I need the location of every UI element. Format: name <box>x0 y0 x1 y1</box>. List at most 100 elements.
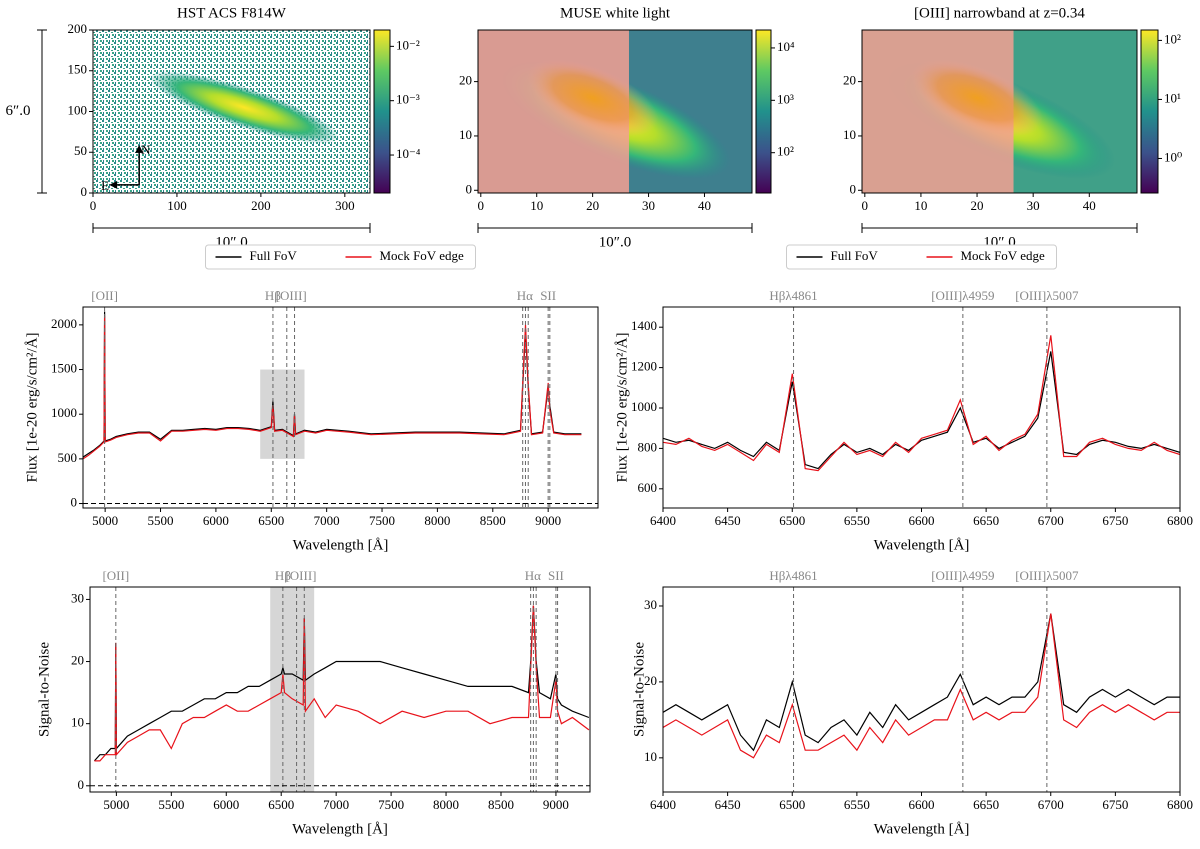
y-tick-label: 30 <box>644 597 657 612</box>
colorbar-tick-label: 10⁻² <box>396 37 420 52</box>
plot-area <box>90 587 590 792</box>
colorbar-tick-label: 10² <box>777 144 794 159</box>
y-tick-label: 0 <box>71 495 78 510</box>
frame <box>477 29 753 194</box>
line-label: [OII] <box>102 568 129 583</box>
line-label: Hα <box>517 288 533 303</box>
colorbar-tick-label: 10⁻⁴ <box>396 146 421 161</box>
line-label: [OIII]λ4959 <box>931 288 994 303</box>
x-tick-label: 8500 <box>480 513 506 528</box>
spectrum-line <box>93 605 590 762</box>
legend-box <box>205 244 476 270</box>
y-axis-label: Flux [1e-20 erg/s/cm²/Å] <box>614 332 630 482</box>
y-tick-label: 200 <box>68 21 88 36</box>
x-tick-label: 40 <box>1083 198 1096 213</box>
x-tick-label: 6650 <box>973 513 999 528</box>
line-label: SII <box>548 568 564 583</box>
x-tick-label: 6650 <box>973 797 999 812</box>
y-tick-label: 0 <box>81 184 88 199</box>
x-tick-label: 6600 <box>909 513 935 528</box>
colorbar-tick-label: 10¹ <box>1164 90 1181 105</box>
y-tick-label: 30 <box>71 590 84 605</box>
panel-title: HST ACS F814W <box>177 5 287 21</box>
y-tick-label: 20 <box>644 673 657 688</box>
x-tick-label: 6750 <box>1102 797 1128 812</box>
y-tick-label: 800 <box>638 439 658 454</box>
y-tick-label: 1400 <box>631 318 657 333</box>
frame <box>662 306 1181 509</box>
x-tick-label: 5500 <box>148 513 174 528</box>
x-tick-label: 5000 <box>92 513 118 528</box>
spectrum-line <box>663 613 1180 759</box>
x-tick-label: 6800 <box>1167 513 1193 528</box>
colorbar-tick-label: 10³ <box>777 91 794 106</box>
y-tick-label: 1500 <box>51 361 77 376</box>
y-tick-label: 600 <box>638 480 658 495</box>
x-tick-label: 6000 <box>203 513 229 528</box>
y-tick-label: 1000 <box>51 405 77 420</box>
compass-label: N <box>141 142 151 157</box>
x-tick-label: 8500 <box>488 797 514 812</box>
y-tick-label: 10 <box>71 715 84 730</box>
y-tick-label: 50 <box>74 143 87 158</box>
x-tick-label: 7000 <box>314 513 340 528</box>
x-tick-label: 6500 <box>779 797 805 812</box>
arrow-head <box>135 144 144 153</box>
x-tick-label: 20 <box>971 198 984 213</box>
line-label: Hβλ4861 <box>769 288 817 303</box>
spectrum-line <box>83 311 582 458</box>
frame <box>82 306 599 509</box>
y-axis-label: Signal-to-Noise <box>631 642 647 737</box>
x-tick-label: 7500 <box>369 513 395 528</box>
x-tick-label: 5000 <box>103 797 129 812</box>
spectrum-line <box>663 335 1180 472</box>
line-label: Hβ <box>265 288 281 303</box>
x-tick-label: 6550 <box>844 797 870 812</box>
legend-label: Full FoV <box>250 248 298 263</box>
x-tick-label: 6000 <box>213 797 239 812</box>
frame <box>89 586 591 793</box>
colorbar-tick-label: 10⁴ <box>777 39 795 54</box>
y-tick-label: 2000 <box>51 316 77 331</box>
spectrum-line <box>663 613 1180 752</box>
x-tick-label: 9000 <box>535 513 561 528</box>
line-label: SII <box>540 288 556 303</box>
y-axis-label: Flux [1e-20 erg/s/cm²/Å] <box>24 332 40 482</box>
highlight-span <box>270 587 315 792</box>
plot-area <box>478 30 752 193</box>
y-tick-label: 10 <box>459 127 472 142</box>
x-tick-label: 20 <box>586 198 599 213</box>
x-tick-label: 6700 <box>1038 513 1064 528</box>
x-tick-label: 0 <box>862 198 869 213</box>
y-tick-label: 1200 <box>631 359 657 374</box>
x-tick-label: 30 <box>642 198 655 213</box>
x-tick-label: 10 <box>914 198 927 213</box>
x-tick-label: 40 <box>698 198 711 213</box>
y-tick-label: 0 <box>78 777 85 792</box>
x-tick-label: 7500 <box>378 797 404 812</box>
y-tick-label: 10 <box>843 127 856 142</box>
x-tick-label: 6700 <box>1038 797 1064 812</box>
line-label: Hβ <box>275 568 291 583</box>
y-tick-label: 0 <box>850 181 857 196</box>
x-tick-label: 5500 <box>158 797 184 812</box>
line-label: [OIII]λ4959 <box>931 568 994 583</box>
x-tick-label: 30 <box>1027 198 1040 213</box>
x-tick-label: 6550 <box>844 513 870 528</box>
panel-title: [OIII] narrowband at z=0.34 <box>914 5 1085 21</box>
plot-area <box>83 307 598 508</box>
colorbar-tick-label: 10⁻³ <box>396 92 420 107</box>
x-tick-label: 6600 <box>909 797 935 812</box>
x-tick-label: 7000 <box>323 797 349 812</box>
legend-label: Full FoV <box>831 248 879 263</box>
plot-area <box>93 30 370 193</box>
x-tick-label: 6450 <box>715 513 741 528</box>
x-tick-label: 6400 <box>650 513 676 528</box>
colorbar <box>373 29 391 194</box>
y-tick-label: 150 <box>68 62 88 77</box>
x-tick-label: 200 <box>251 198 271 213</box>
frame <box>861 29 1138 194</box>
x-tick-label: 8000 <box>433 797 459 812</box>
y-tick-label: 500 <box>58 450 78 465</box>
